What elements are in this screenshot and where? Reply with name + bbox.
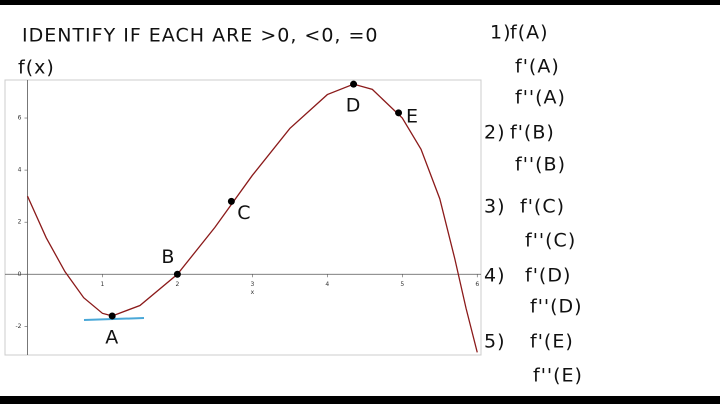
question-item: f'(B) bbox=[510, 122, 555, 144]
x-tick-label: 6 bbox=[475, 281, 479, 288]
question-number: 2) bbox=[484, 122, 506, 144]
question-item: f(A) bbox=[510, 22, 549, 44]
question-item: f'(D) bbox=[525, 265, 571, 287]
y-tick-label: -2 bbox=[16, 323, 22, 330]
plot: 1 2 3 4 5 6 -2 0 2 4 6 x A B C D E bbox=[5, 80, 481, 355]
point-label: D bbox=[346, 95, 362, 117]
point bbox=[173, 270, 181, 278]
curve bbox=[26, 83, 478, 353]
x-tick-label: 2 bbox=[175, 281, 179, 288]
point bbox=[227, 197, 235, 205]
y-tick-label: 6 bbox=[18, 115, 22, 122]
question-item: f''(B) bbox=[515, 154, 566, 176]
question-item: f''(A) bbox=[515, 87, 566, 109]
bottom-bar bbox=[0, 396, 720, 404]
x-tick-label: 3 bbox=[250, 281, 254, 288]
question-number: 1) bbox=[490, 22, 512, 44]
point-label: C bbox=[237, 202, 251, 224]
point-label: A bbox=[105, 326, 119, 348]
point-label: B bbox=[161, 246, 175, 268]
x-tick-label: 4 bbox=[325, 281, 329, 288]
question-number: 4) bbox=[484, 265, 506, 287]
instruction: IDENTIFY IF EACH ARE >0, <0, =0 bbox=[22, 25, 379, 47]
question-number: 5) bbox=[484, 331, 506, 353]
question-item: f''(C) bbox=[525, 230, 576, 252]
point bbox=[108, 312, 116, 320]
point bbox=[350, 80, 358, 88]
question-item: f''(D) bbox=[530, 296, 583, 318]
y-tick-label: 2 bbox=[18, 219, 22, 226]
x-axis-label: x bbox=[251, 289, 255, 296]
point-label: E bbox=[406, 105, 419, 127]
plot-frame bbox=[4, 79, 482, 356]
chart-title: f(x) bbox=[18, 57, 55, 79]
tangent-highlight bbox=[83, 317, 145, 321]
questions: 1)f(A) f'(A) f''(A) 2) f'(B) f''(B) 3) f'(C) f''… bbox=[484, 22, 583, 387]
point bbox=[395, 109, 403, 117]
question-item: f'(C) bbox=[520, 196, 565, 218]
question-number: 3) bbox=[484, 196, 506, 218]
y-tick-label: 4 bbox=[18, 167, 22, 174]
question-item: f''(E) bbox=[533, 365, 583, 387]
question-item: f'(A) bbox=[515, 56, 560, 78]
y-tick-label: 0 bbox=[18, 271, 22, 278]
question-item: f'(E) bbox=[530, 331, 574, 353]
x-tick-label: 1 bbox=[101, 281, 105, 288]
top-bar bbox=[0, 0, 720, 5]
x-tick-label: 5 bbox=[400, 281, 404, 288]
